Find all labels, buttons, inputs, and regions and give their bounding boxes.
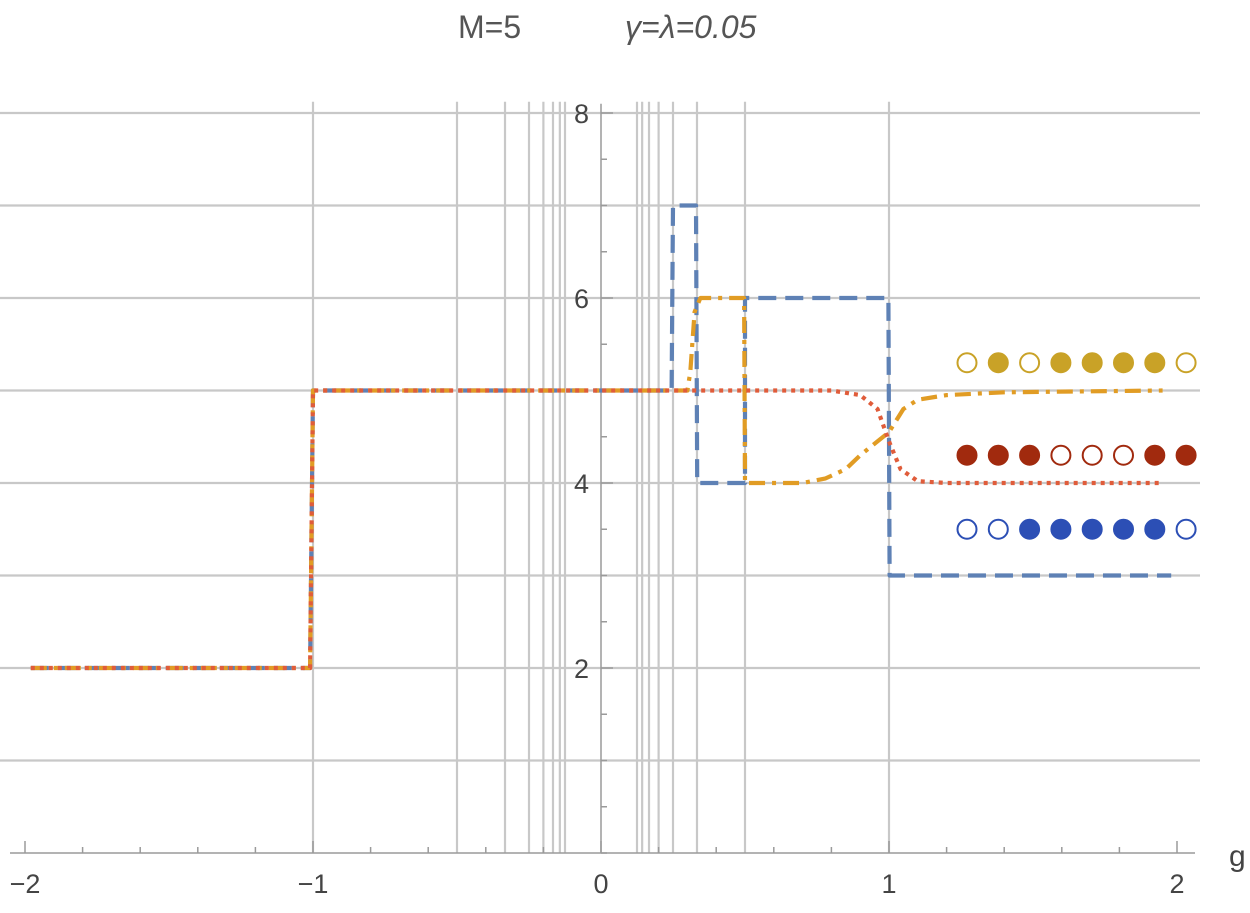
chart-title-left: M=5 — [458, 9, 521, 45]
x-tick-label: 2 — [1169, 869, 1184, 899]
series-line-1 — [30, 203, 1172, 671]
filled-occupation-marker — [1144, 352, 1166, 374]
filled-occupation-marker — [1113, 352, 1134, 374]
filled-occupation-marker — [987, 444, 1009, 466]
empty-occupation-marker — [1113, 444, 1134, 466]
series-line-2 — [30, 295, 1163, 671]
filled-occupation-marker — [1081, 518, 1103, 540]
empty-occupation-marker — [1175, 518, 1197, 540]
filled-occupation-marker — [1019, 444, 1041, 466]
empty-occupation-marker — [987, 518, 1009, 540]
filled-occupation-marker — [1050, 352, 1072, 374]
filled-occupation-marker — [1175, 444, 1197, 466]
filled-occupation-marker — [956, 444, 978, 466]
axes-layer — [10, 103, 1195, 854]
grid-layer — [0, 101, 1200, 853]
filled-occupation-marker — [1144, 518, 1166, 540]
y-tick-label: 6 — [574, 284, 589, 314]
y-tick-label: 4 — [574, 469, 589, 499]
filled-occupation-marker — [1019, 518, 1041, 540]
chart-title-right: γ=λ=0.05 — [625, 9, 757, 45]
empty-occupation-marker — [1081, 444, 1103, 466]
filled-occupation-marker — [1081, 352, 1103, 374]
empty-occupation-marker — [956, 518, 978, 540]
series-line-3 — [30, 388, 1163, 671]
tick-label-layer: −2 −1 0 1 2 2 4 6 8 — [10, 99, 1185, 899]
filled-occupation-marker — [1144, 444, 1166, 466]
x-tick-label: −1 — [298, 869, 329, 899]
filled-occupation-marker — [1113, 518, 1134, 540]
y-tick-label: 8 — [574, 99, 589, 129]
empty-occupation-marker — [1175, 352, 1197, 374]
occupation-layer — [956, 352, 1197, 540]
empty-occupation-marker — [1019, 352, 1041, 374]
x-tick-label: 1 — [881, 869, 896, 899]
x-tick-label: −2 — [10, 869, 41, 899]
series-layer — [30, 203, 1172, 671]
filled-occupation-marker — [1050, 518, 1072, 540]
empty-occupation-marker — [956, 352, 978, 374]
filled-occupation-marker — [987, 352, 1009, 374]
x-axis-label: g — [1229, 840, 1246, 873]
empty-occupation-marker — [1050, 444, 1072, 466]
x-tick-label: 0 — [593, 869, 608, 899]
y-tick-label: 2 — [574, 654, 589, 684]
